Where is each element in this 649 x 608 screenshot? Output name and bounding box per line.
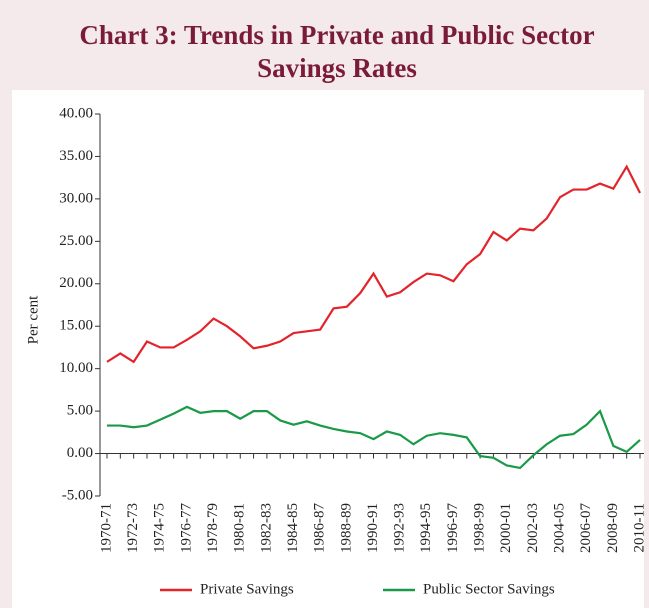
y-tick-label: 20.00 [59, 275, 93, 291]
plot-panel [12, 90, 644, 608]
x-tick-label: 2006-07 [578, 503, 594, 553]
line-series [107, 405, 641, 470]
x-tick-label: 2000-01 [498, 503, 514, 553]
y-tick-label: 0.00 [67, 445, 93, 461]
x-tick-label: 1974-75 [152, 503, 168, 553]
x-tick-label: 1996-97 [445, 503, 461, 553]
y-tick-label: 25.00 [59, 233, 93, 249]
line-series [106, 164, 641, 364]
x-tick-label: 1978-79 [205, 503, 221, 553]
x-tick-label: 2004-05 [551, 503, 567, 553]
y-tick-label: -5.00 [62, 487, 93, 503]
x-tick-label: 2008-09 [605, 503, 621, 553]
x-tick-label: 1994-95 [418, 503, 434, 553]
chart-title: Chart 3: Trends in Private and Public Se… [79, 20, 594, 50]
x-tick-label: 1976-77 [178, 503, 194, 553]
x-tick-label: 1988-89 [338, 503, 354, 553]
y-tick-label: 5.00 [67, 403, 93, 419]
x-tick-label: 1982-83 [258, 503, 274, 553]
y-tick-label: 35.00 [59, 148, 93, 164]
y-axis-label: Per cent [25, 295, 41, 345]
y-tick-label: 10.00 [59, 360, 93, 376]
x-tick-label: 1990-91 [365, 503, 381, 553]
x-tick-label: 1972-73 [125, 503, 141, 553]
x-tick-label: 1986-87 [312, 503, 328, 553]
x-tick-label: 1970-71 [98, 503, 114, 553]
legend-label: Public Sector Savings [423, 581, 555, 597]
x-tick-label: 2010-11 [631, 503, 647, 552]
x-tick-label: 1992-93 [392, 503, 408, 553]
y-tick-label: 40.00 [59, 105, 93, 121]
x-tick-label: 1984-85 [285, 503, 301, 553]
x-tick-label: 1998-99 [472, 503, 488, 553]
legend-label: Private Savings [200, 581, 294, 597]
x-tick-label: 1980-81 [232, 503, 248, 553]
y-tick-label: 15.00 [59, 318, 93, 334]
x-tick-label: 2002-03 [525, 503, 541, 553]
y-tick-label: 30.00 [59, 190, 93, 206]
chart-subtitle: Savings Rates [257, 53, 417, 83]
